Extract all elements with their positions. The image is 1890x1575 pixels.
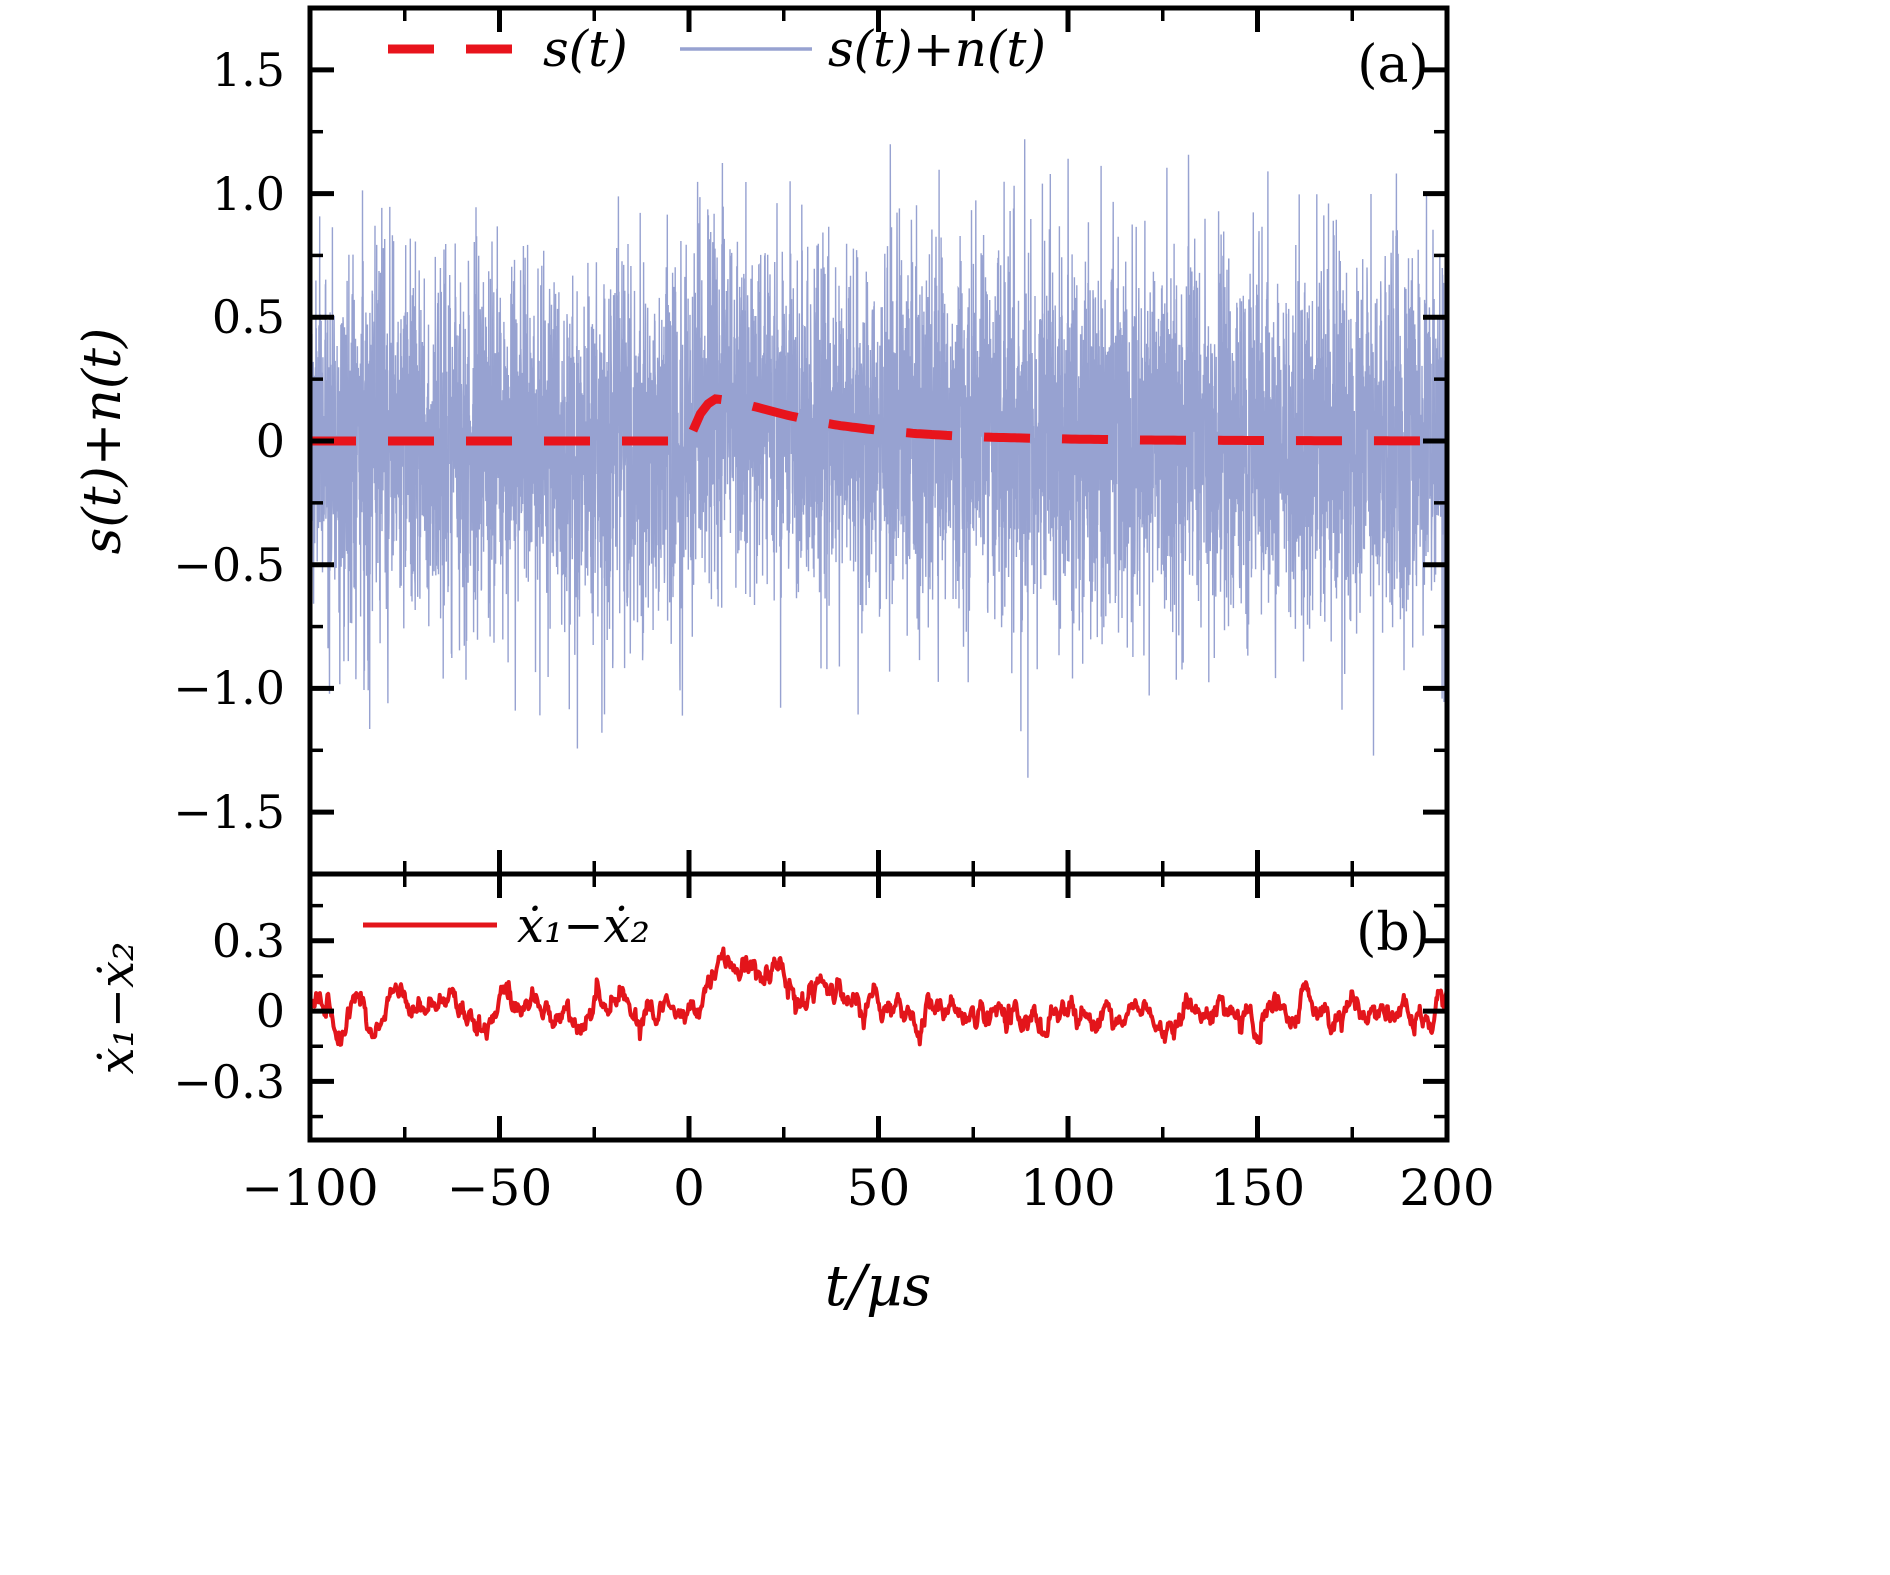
difference-trace	[310, 946, 1447, 1047]
y-tick-label-a: −1.0	[173, 661, 285, 715]
y-tick-label-a: 0.5	[212, 290, 285, 344]
noise-trace	[310, 139, 1447, 778]
y-tick-label-b: 0	[256, 984, 285, 1038]
panel-b-frame	[307, 871, 1450, 1143]
x-tick-label: 150	[1210, 1159, 1305, 1217]
y-tick-label-a: −0.5	[173, 538, 285, 592]
y-tick-label-a: −1.5	[173, 785, 285, 839]
y-tick-label-b: 0.3	[212, 914, 285, 968]
text-layer: −100 −50 0 50 100 150 200 1.5 1.0 0.5 0 …	[73, 20, 1495, 1319]
plot-layer	[307, 5, 1450, 1143]
x-axis-label: t/µs	[825, 1254, 932, 1319]
signal-dashed-trace	[310, 394, 1447, 446]
y-tick-label-a: 1.5	[212, 43, 285, 97]
legend-label-signal: s(t)	[543, 20, 628, 78]
x-tick-label: 100	[1020, 1159, 1115, 1217]
legend-label-noise: s(t)+n(t)	[828, 20, 1046, 78]
x-tick-label: −50	[447, 1159, 553, 1217]
y-tick-label-b: −0.3	[173, 1055, 285, 1109]
y-axis-label-a: s(t)+n(t)	[73, 328, 133, 555]
legend-label-diff: ẋ₁−ẋ₂	[517, 898, 650, 954]
panel-b-letter: (b)	[1356, 903, 1430, 963]
panel-a-letter: (a)	[1357, 35, 1429, 95]
y-axis-label-b: ẋ₁−ẋ₂	[89, 942, 145, 1075]
x-tick-label: 0	[673, 1159, 705, 1217]
y-tick-label-a: 1.0	[212, 167, 285, 221]
x-tick-label: −100	[241, 1159, 378, 1217]
y-tick-label-a: 0	[256, 414, 285, 468]
x-tick-label: 200	[1399, 1159, 1494, 1217]
x-tick-label: 50	[847, 1159, 911, 1217]
